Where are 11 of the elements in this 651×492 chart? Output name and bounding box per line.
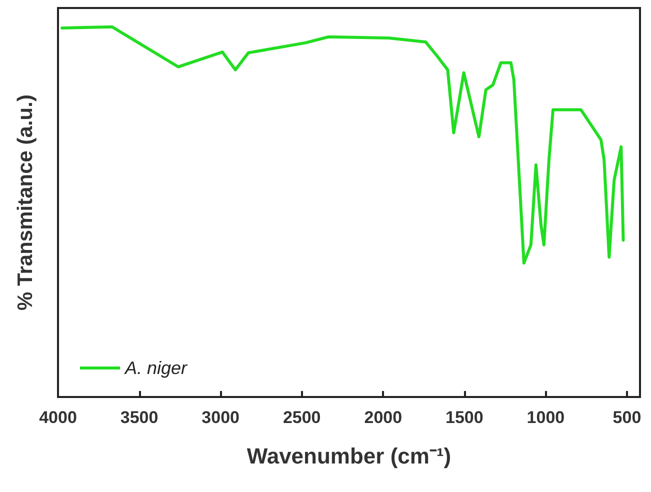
x-tick-label: 2000 bbox=[364, 408, 402, 427]
x-axis-title: Wavenumber (cm⁻¹) bbox=[246, 444, 452, 468]
y-axis-title: % Transmitance (a.u.) bbox=[14, 94, 37, 310]
x-tick-label: 1500 bbox=[446, 408, 484, 427]
x-tick-label: 2500 bbox=[282, 408, 321, 427]
x-tick-label: 500 bbox=[612, 408, 642, 427]
x-tick-label: 4000 bbox=[39, 408, 77, 427]
x-tick-label: 3500 bbox=[120, 408, 158, 427]
x-tick-label: 3000 bbox=[202, 408, 240, 427]
x-tick-label: 1000 bbox=[526, 408, 565, 427]
legend-label: A. niger bbox=[124, 358, 188, 378]
